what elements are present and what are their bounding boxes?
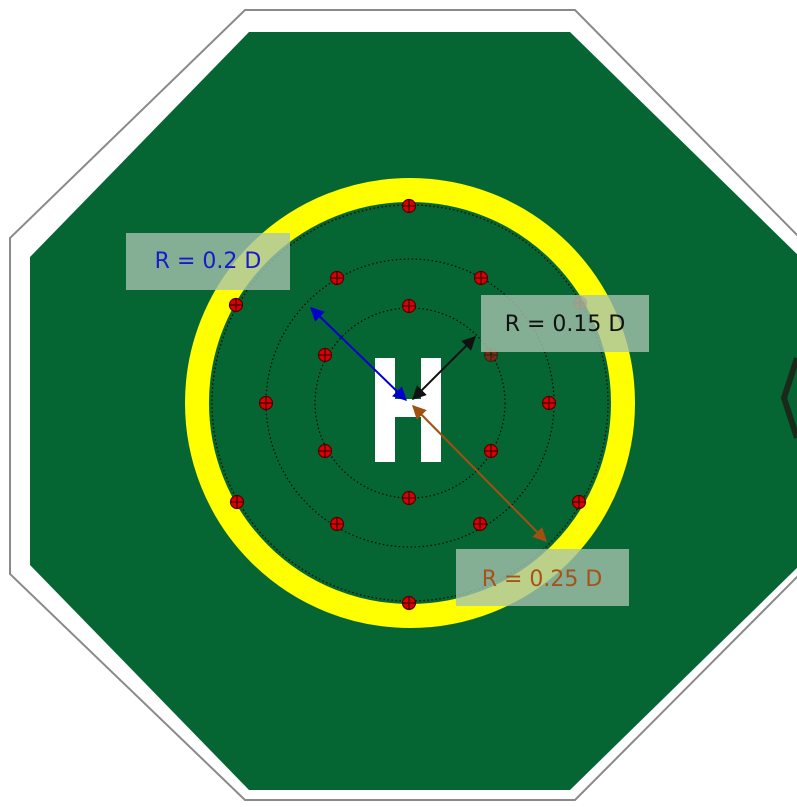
inner-radius-label-text: R = 0.15 D [505, 312, 626, 337]
yellow-ring [185, 178, 635, 628]
edge-shape [780, 357, 797, 439]
outer-radius-arrow [412, 405, 547, 542]
middle-radius-arrow [309, 307, 408, 401]
middle-light [329, 270, 345, 286]
middle-light [472, 516, 488, 532]
outer-light [258, 395, 274, 411]
middle-radius-label: R = 0.2 D [126, 233, 290, 290]
outer-light [541, 395, 557, 411]
inner-light [317, 347, 333, 363]
middle-light [473, 270, 489, 286]
outer-light [228, 297, 244, 313]
inner-radius-label: R = 0.15 D [481, 295, 649, 352]
inner-radius-arrow [412, 336, 476, 400]
middle-light [329, 516, 345, 532]
outer-light [571, 494, 587, 510]
outer-light [401, 198, 417, 214]
outer-radius-label-text: R = 0.25 D [482, 567, 603, 592]
outer-light [229, 494, 245, 510]
outer-light [401, 595, 417, 611]
outer-radius-label: R = 0.25 D [456, 549, 629, 606]
middle-radius-label-text: R = 0.2 D [155, 249, 262, 274]
inner-light [317, 443, 333, 459]
inner-light [483, 443, 499, 459]
inner-light [401, 490, 417, 506]
inner-light [401, 298, 417, 314]
